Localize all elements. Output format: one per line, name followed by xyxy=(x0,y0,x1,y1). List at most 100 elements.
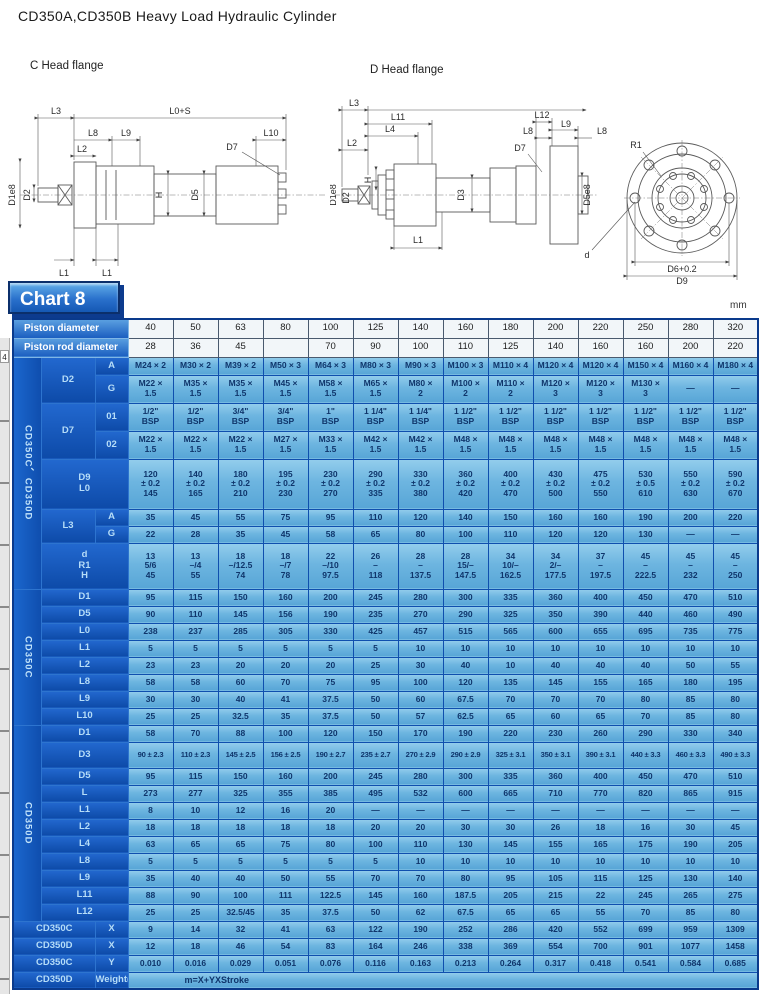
strip-tick xyxy=(0,730,9,732)
table-cell: — xyxy=(712,374,759,404)
table-cell: 63 xyxy=(127,835,174,854)
row-label: 02 xyxy=(94,430,129,460)
table-cell: 30 xyxy=(487,818,534,837)
table-cell: — xyxy=(667,374,714,404)
table-cell: 100 xyxy=(442,525,489,544)
table-cell: 130 xyxy=(622,525,669,544)
table-cell: 1 1/2" BSP xyxy=(622,402,669,432)
table-row: L9 35 40 40 50 55 70 70 80 95 105 115 125 130 140 xyxy=(13,869,759,888)
table-cell: 110 xyxy=(397,835,444,854)
table-cell: 40 xyxy=(217,690,264,709)
table-row: L4 63 65 65 75 80 100 110 130 145 155 165 175 190 205 xyxy=(13,835,759,854)
table-cell: 63 xyxy=(307,920,354,939)
table-cell: 18 –/7 78 xyxy=(262,542,309,590)
table-cell: 360 xyxy=(532,588,579,607)
table-cell: 150 xyxy=(217,588,264,607)
table-cell: 170 xyxy=(397,724,444,743)
table-cell: 235 xyxy=(352,605,399,624)
table-cell: M90 × 3 xyxy=(397,356,444,376)
row-label: Piston rod diameter xyxy=(12,337,129,358)
table-cell: 22 xyxy=(577,886,624,905)
table-cell: 440 xyxy=(622,605,669,624)
table-cell: M58 × 1.5 xyxy=(307,374,354,404)
table-cell: 120 xyxy=(307,724,354,743)
table-cell: 1/2" BSP xyxy=(127,402,174,432)
row-label: A xyxy=(94,356,129,376)
table-cell: 50 xyxy=(352,690,399,709)
dim-label-d: d xyxy=(584,250,589,260)
table-cell: 460 xyxy=(667,605,714,624)
table-cell: 80 xyxy=(712,707,759,726)
row-label: L4 xyxy=(40,835,129,854)
row-label: L9 xyxy=(40,690,129,709)
table-cell: 5 xyxy=(262,639,309,658)
table-cell: 58 xyxy=(172,673,219,692)
row-label: D1 xyxy=(40,724,129,743)
table-row: D7 01 1/2" BSP 1/2" BSP 3/4" BSP 3/4" BSP 1" B… xyxy=(13,402,759,460)
table-cell: 37.5 xyxy=(307,707,354,726)
table-cell: 50 xyxy=(352,903,399,922)
table-row: d R1 H 13 5/6 45 13 –/4 55 18 –/12.5 74 18 –… xyxy=(13,542,759,590)
table-cell: 252 xyxy=(442,920,489,939)
table-cell: 45 xyxy=(712,818,759,837)
dim-label-h: H xyxy=(363,177,373,184)
row-label: D5 xyxy=(40,767,129,786)
dim-label-l9: L9 xyxy=(561,119,571,129)
table-cell: 160 xyxy=(532,508,579,527)
table-cell: 83 xyxy=(307,937,354,956)
table-cell: 532 xyxy=(397,784,444,803)
table-cell: 45 xyxy=(172,508,219,527)
table-cell: 164 xyxy=(352,937,399,956)
row-label: d R1 H xyxy=(40,542,129,590)
table-cell: 300 xyxy=(442,767,489,786)
table-cell: 0.213 xyxy=(442,954,489,973)
dimension-lines xyxy=(338,106,592,250)
table-cell: 190 ± 2.7 xyxy=(307,741,354,769)
table-cell: 1" BSP xyxy=(307,402,354,432)
table-cell: 55 xyxy=(577,903,624,922)
table-cell: 150 xyxy=(217,767,264,786)
table-cell: 330 xyxy=(307,622,354,641)
table-cell: 695 xyxy=(622,622,669,641)
table-cell: 20 xyxy=(307,656,354,675)
table-cell: 277 xyxy=(172,784,219,803)
table-cell: 665 xyxy=(487,784,534,803)
table-cell: 115 xyxy=(172,588,219,607)
table-cell: 325 ± 3.1 xyxy=(487,741,534,769)
table-cell: 70 xyxy=(262,673,309,692)
table-cell: 325 xyxy=(217,784,264,803)
table-cell: 95 xyxy=(352,673,399,692)
c-head-flange-drawing: L3 L0+S L8 L9 L10 L2 D7 L1 L1 D1e8 D2 H … xyxy=(8,106,326,278)
table-cell: 88 xyxy=(127,886,174,905)
dim-label-l3: L3 xyxy=(51,106,61,116)
row-label: CD350C xyxy=(12,954,96,973)
table-cell: 65 xyxy=(172,835,219,854)
table-cell: 440 ± 3.3 xyxy=(622,741,669,769)
table-cell: 770 xyxy=(577,784,624,803)
table-cell: 37.5 xyxy=(307,903,354,922)
table-cell: 330 xyxy=(667,724,714,743)
series-group-label: CD350D xyxy=(12,724,42,922)
series-group-label: CD350C xyxy=(12,588,42,726)
table-cell: 25 xyxy=(172,707,219,726)
table-cell: M120 × 4 xyxy=(532,356,579,376)
table-cell: 18 xyxy=(172,818,219,837)
table-cell: — xyxy=(667,525,714,544)
table-cell: M39 × 2 xyxy=(217,356,264,376)
table-cell: 25 xyxy=(352,656,399,675)
table-cell: 55 xyxy=(712,656,759,675)
table-cell: 110 xyxy=(442,337,489,358)
row-label: A xyxy=(94,508,129,527)
table-cell: M42 × 1.5 xyxy=(352,430,399,460)
table-row: L0 238 237 285 305 330 425 457 515 565 600 655 695 73… xyxy=(13,622,759,641)
table-row: L9 30 30 40 41 37.5 50 60 67.5 70 70 70 80 85 80 xyxy=(13,690,759,709)
row-label: L10 xyxy=(40,707,129,726)
table-cell: 1309 xyxy=(712,920,759,939)
table-cell: 70 xyxy=(397,869,444,888)
row-label: L9 xyxy=(40,869,129,888)
table-cell: 34 2/– 177.5 xyxy=(532,542,579,590)
table-cell: 37.5 xyxy=(307,690,354,709)
table-cell: 90 xyxy=(172,886,219,905)
table-cell: 35 xyxy=(127,869,174,888)
series-group-label: CD350C、CD350D xyxy=(12,356,42,590)
